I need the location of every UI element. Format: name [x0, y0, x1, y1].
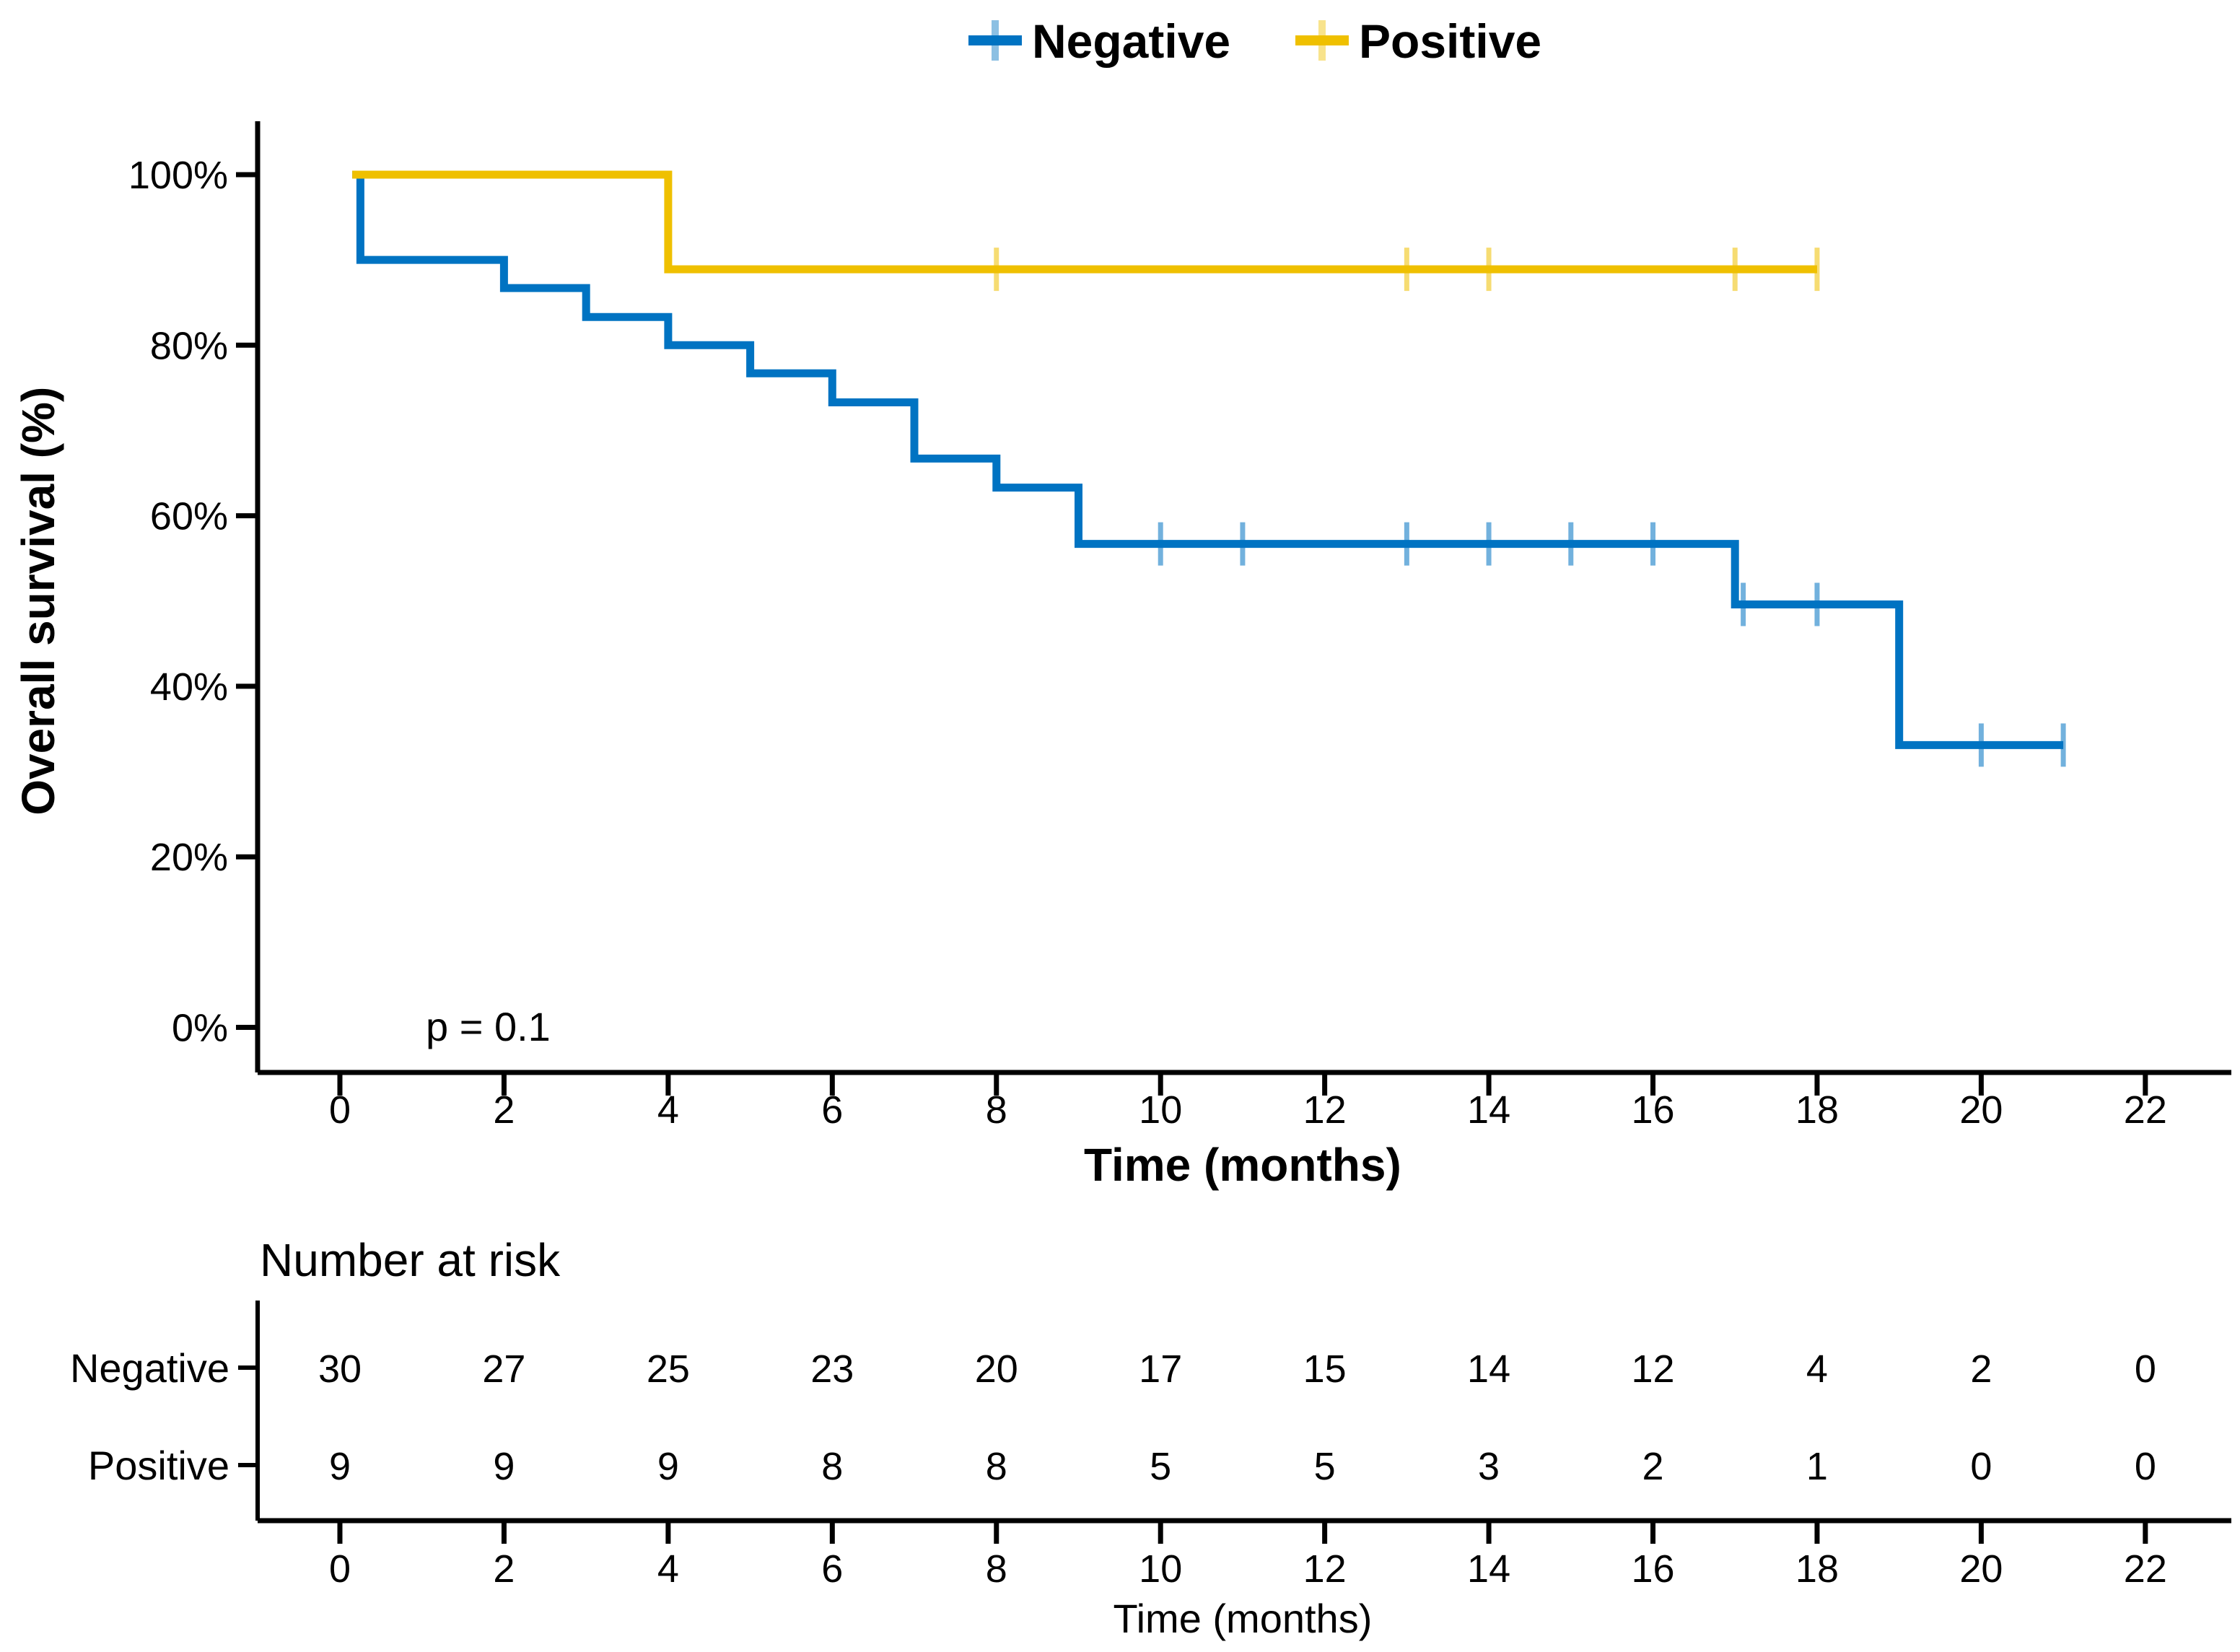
risk-value-positive-t0: 9 — [329, 1445, 351, 1488]
legend-entry-positive: Positive — [1295, 14, 1541, 68]
x-tick-label: 12 — [1303, 1088, 1347, 1132]
risk-table-x-tick-label: 14 — [1467, 1547, 1510, 1591]
risk-table-x-tick-label: 0 — [329, 1547, 351, 1591]
x-tick-label: 22 — [2124, 1088, 2167, 1132]
risk-value-positive-t12: 5 — [1314, 1445, 1336, 1488]
x-tick-label: 0 — [329, 1088, 351, 1132]
x-tick-label: 14 — [1467, 1088, 1510, 1132]
risk-value-negative-t2: 27 — [482, 1347, 525, 1391]
x-tick-label: 2 — [493, 1088, 515, 1132]
y-tick-label: 40% — [150, 665, 228, 709]
legend-censor-plus-icon — [968, 35, 1022, 45]
legend-entry-negative: Negative — [968, 14, 1230, 68]
risk-table-x-tick-label: 4 — [657, 1547, 679, 1591]
legend-censor-plus-icon-vertical — [992, 20, 999, 61]
risk-table-x-tick-label: 2 — [493, 1547, 515, 1591]
risk-table-x-tick-label: 12 — [1303, 1547, 1347, 1591]
risk-table-x-tick-label: 18 — [1795, 1547, 1839, 1591]
risk-table-x-tick-label: 6 — [821, 1547, 843, 1591]
risk-value-positive-t6: 8 — [821, 1445, 843, 1488]
risk-value-positive-t22: 0 — [2135, 1445, 2156, 1488]
risk-value-negative-t8: 20 — [975, 1347, 1018, 1391]
risk-value-negative-t12: 15 — [1303, 1347, 1347, 1391]
risk-value-positive-t10: 5 — [1150, 1445, 1171, 1488]
risk-table-x-tick-label: 20 — [1959, 1547, 2003, 1591]
risk-value-positive-t14: 3 — [1478, 1445, 1500, 1488]
risk-value-negative-t4: 25 — [647, 1347, 690, 1391]
y-tick-label: 100% — [128, 154, 228, 197]
x-axis-title: Time (months) — [1084, 1139, 1401, 1191]
risk-value-positive-t8: 8 — [986, 1445, 1007, 1488]
risk-value-positive-t16: 2 — [1642, 1445, 1663, 1488]
risk-value-positive-t4: 9 — [657, 1445, 679, 1488]
risk-value-positive-t18: 1 — [1806, 1445, 1828, 1488]
risk-value-positive-t2: 9 — [493, 1445, 515, 1488]
y-tick-label: 80% — [150, 324, 228, 367]
risk-table-x-tick-label: 22 — [2124, 1547, 2167, 1591]
x-tick-label: 4 — [657, 1088, 679, 1132]
x-tick-label: 8 — [986, 1088, 1007, 1132]
x-tick-label: 20 — [1959, 1088, 2003, 1132]
legend-label-positive: Positive — [1359, 14, 1541, 68]
pvalue-annotation: p = 0.1 — [426, 1004, 551, 1049]
risk-table-x-axis-title: Time (months) — [1113, 1596, 1372, 1641]
legend-censor-plus-icon — [1295, 35, 1349, 45]
risk-value-negative-t20: 2 — [1970, 1347, 1992, 1391]
risk-table-x-tick-label: 8 — [986, 1547, 1007, 1591]
legend-label-negative: Negative — [1032, 14, 1230, 68]
risk-row-label-negative: Negative — [70, 1345, 229, 1391]
risk-table-title: Number at risk — [260, 1234, 561, 1286]
risk-value-negative-t14: 14 — [1467, 1347, 1510, 1391]
survival-curve-positive — [352, 170, 1817, 274]
risk-row-label-positive: Positive — [88, 1443, 229, 1488]
survival-curve-negative — [352, 170, 2064, 749]
risk-value-negative-t10: 17 — [1139, 1347, 1182, 1391]
y-tick-label: 0% — [172, 1007, 228, 1050]
legend-censor-plus-icon-vertical — [1318, 20, 1326, 61]
series-negative — [352, 170, 2066, 767]
risk-value-negative-t16: 12 — [1631, 1347, 1674, 1391]
risk-value-negative-t0: 30 — [318, 1347, 362, 1391]
x-tick-label: 6 — [821, 1088, 843, 1132]
risk-value-negative-t22: 0 — [2135, 1347, 2156, 1391]
x-tick-label: 10 — [1139, 1088, 1182, 1132]
x-tick-label: 16 — [1631, 1088, 1674, 1132]
x-tick-label: 18 — [1795, 1088, 1839, 1132]
y-tick-label: 60% — [150, 495, 228, 538]
risk-table-x-tick-label: 16 — [1631, 1547, 1674, 1591]
risk-table-x-tick-label: 10 — [1139, 1547, 1182, 1591]
risk-value-positive-t20: 0 — [1970, 1445, 1992, 1488]
y-tick-label: 20% — [150, 836, 228, 879]
y-axis-title: Overall survival (%) — [12, 387, 64, 816]
risk-value-negative-t6: 23 — [810, 1347, 854, 1391]
risk-value-negative-t18: 4 — [1806, 1347, 1828, 1391]
series-positive — [352, 170, 1820, 292]
